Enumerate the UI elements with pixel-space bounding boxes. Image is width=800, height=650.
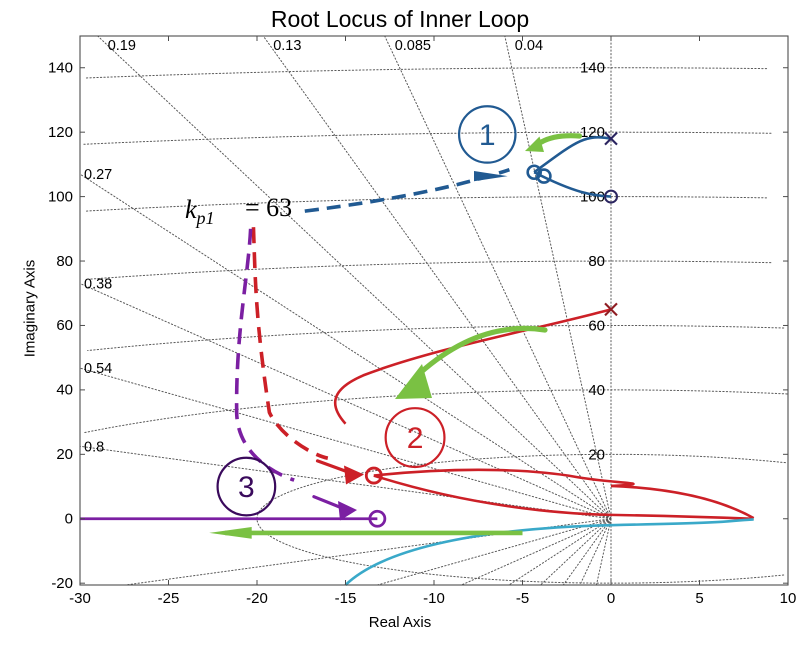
svg-text:= 63: = 63 xyxy=(245,193,292,222)
svg-text:0.27: 0.27 xyxy=(84,167,112,183)
svg-text:20: 20 xyxy=(56,446,73,463)
svg-text:80: 80 xyxy=(56,253,73,270)
svg-text:0: 0 xyxy=(65,511,73,528)
svg-text:140: 140 xyxy=(48,60,73,77)
svg-text:-30: -30 xyxy=(69,590,91,607)
svg-text:20: 20 xyxy=(588,446,605,463)
svg-text:0: 0 xyxy=(607,590,615,607)
svg-text:0.085: 0.085 xyxy=(395,38,431,54)
svg-text:1: 1 xyxy=(479,119,496,152)
svg-text:2: 2 xyxy=(407,422,424,455)
svg-text:-10: -10 xyxy=(423,590,445,607)
svg-text:10: 10 xyxy=(780,590,797,607)
svg-text:3: 3 xyxy=(238,471,255,504)
svg-text:60: 60 xyxy=(588,318,605,335)
svg-text:0.38: 0.38 xyxy=(84,277,112,293)
svg-text:0.54: 0.54 xyxy=(84,361,112,377)
svg-text:-15: -15 xyxy=(335,590,357,607)
svg-text:0.13: 0.13 xyxy=(273,38,301,54)
svg-text:60: 60 xyxy=(56,317,73,334)
svg-text:-5: -5 xyxy=(516,590,529,607)
svg-text:-20: -20 xyxy=(51,575,73,592)
svg-text:-25: -25 xyxy=(158,590,180,607)
svg-text:100: 100 xyxy=(48,188,73,205)
svg-text:80: 80 xyxy=(588,253,605,270)
svg-text:140: 140 xyxy=(580,60,605,77)
svg-text:5: 5 xyxy=(695,590,703,607)
svg-text:120: 120 xyxy=(48,124,73,141)
svg-text:100: 100 xyxy=(580,189,605,206)
svg-text:0.04: 0.04 xyxy=(515,38,543,54)
svg-text:40: 40 xyxy=(588,382,605,399)
svg-text:40: 40 xyxy=(56,382,73,399)
svg-text:0.19: 0.19 xyxy=(108,38,136,54)
svg-text:-20: -20 xyxy=(246,590,268,607)
svg-text:0.8: 0.8 xyxy=(84,439,104,455)
